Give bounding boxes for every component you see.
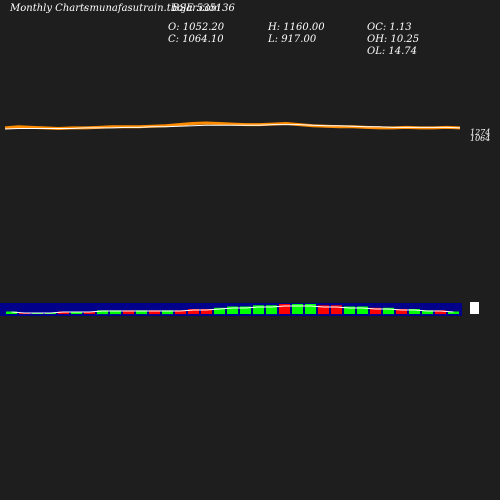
volume-bar: [71, 311, 82, 314]
volume-bar: [6, 311, 17, 314]
volume-bar: [409, 309, 420, 314]
oh-value: OH: 10.25: [367, 34, 420, 45]
volume-marker-lower: [470, 308, 479, 314]
volume-bar: [383, 307, 394, 315]
volume-bar: [344, 306, 355, 314]
volume-bar: [292, 304, 303, 314]
volume-bar: [110, 310, 121, 315]
volume-bar: [149, 310, 160, 315]
volume-bar: [331, 305, 342, 315]
symbol-label: BSE 535136: [172, 3, 235, 14]
volume-bar: [188, 309, 199, 314]
volume-bar: [318, 305, 329, 315]
ol-value: OL: 14.74: [367, 46, 418, 57]
volume-bar: [227, 306, 238, 314]
volume-bar: [162, 310, 173, 315]
source-label: - munafasutrain.tbojar.com: [83, 3, 221, 14]
price-axis-label-b: 1064: [470, 134, 491, 143]
volume-bar: [175, 310, 186, 315]
volume-panel: [6, 302, 479, 315]
moving-average-line: [4, 124, 461, 130]
volume-bar: [201, 309, 212, 314]
volume-bar: [357, 306, 368, 314]
oc-value: OC: 1.13: [367, 22, 412, 33]
volume-marker-upper: [470, 302, 479, 308]
low-value: L: 917.00: [268, 34, 317, 45]
volume-bar: [396, 309, 407, 314]
volume-bar: [422, 310, 433, 315]
close-value: C: 1064.10: [168, 34, 224, 45]
volume-bar: [136, 310, 147, 315]
volume-bar: [123, 310, 134, 315]
volume-bar: [97, 310, 108, 315]
volume-bar: [240, 306, 251, 314]
price-axis-label-a: 1274: [470, 128, 491, 137]
high-value: H: 1160.00: [268, 22, 325, 33]
volume-bar: [266, 305, 277, 315]
volume-bar: [84, 311, 95, 314]
volume-average-line: [11, 305, 454, 314]
volume-bar: [58, 311, 69, 314]
volume-bar: [253, 305, 264, 315]
chart-title: Monthly Charts: [10, 3, 90, 14]
volume-bar: [435, 310, 446, 315]
open-value: O: 1052.20: [168, 22, 225, 33]
volume-bar: [279, 304, 290, 314]
volume-bar: [448, 311, 459, 314]
price-panel: [4, 121, 461, 131]
volume-bar: [370, 307, 381, 315]
volume-bar: [305, 304, 316, 314]
volume-bar: [214, 307, 225, 315]
